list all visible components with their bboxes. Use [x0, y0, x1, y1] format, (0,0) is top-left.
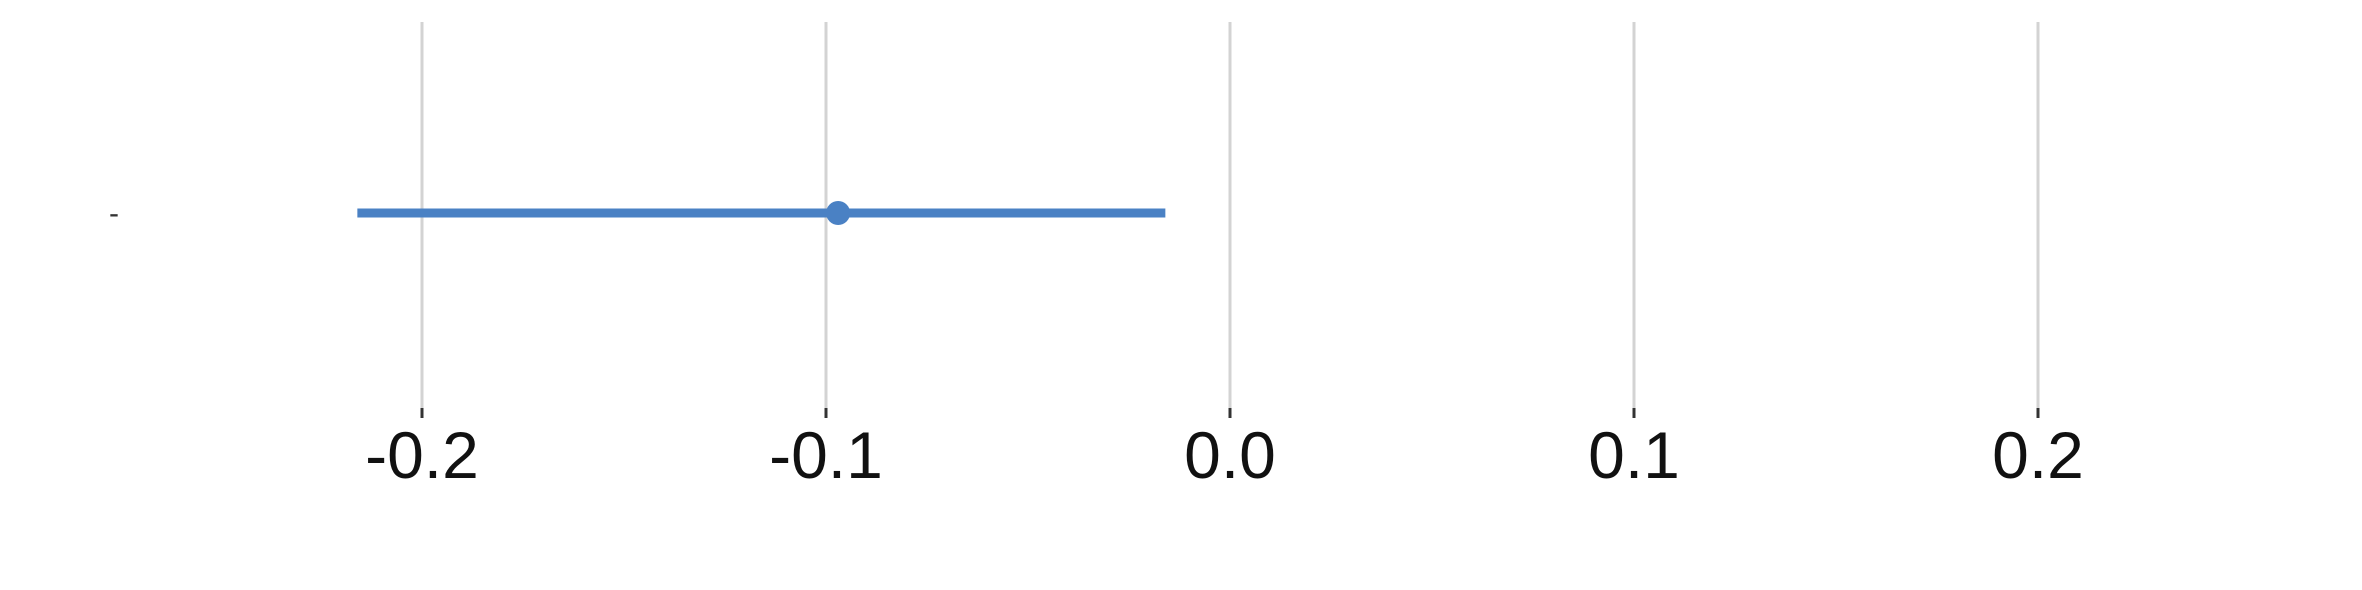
point-estimate-marker-0: [826, 201, 851, 225]
gridlines: [420, 22, 2040, 408]
x-tick-label-1: -0.1: [769, 418, 883, 492]
x-tick-label-2: 0.0: [1184, 418, 1276, 492]
data-marks: [357, 201, 1166, 225]
row-label-0: -: [109, 197, 119, 230]
x-tick-label-0: -0.2: [365, 418, 479, 492]
x-tick-label-4: 0.2: [1992, 418, 2084, 492]
row-labels: -: [109, 197, 119, 230]
x-tick-label-3: 0.1: [1588, 418, 1680, 492]
x-axis-tick-labels: -0.2 -0.1 0.0 0.1 0.2: [365, 418, 2084, 492]
x-axis-ticks: [420, 408, 2040, 418]
